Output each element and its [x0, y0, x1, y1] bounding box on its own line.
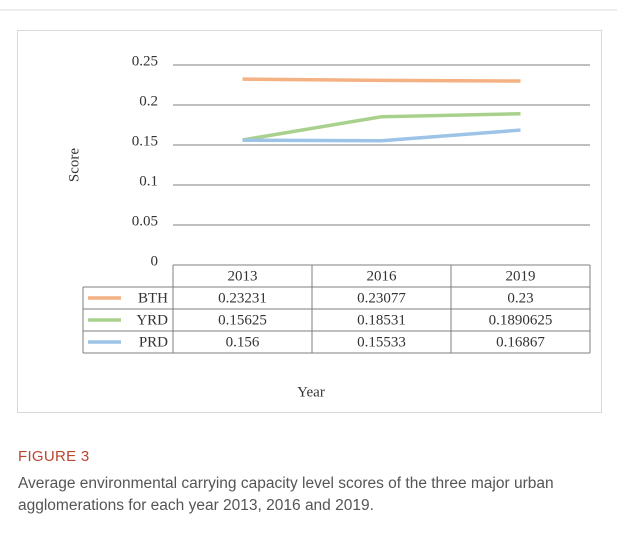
- data-table-value: 0.16867: [496, 334, 545, 350]
- series-line: [242, 112, 521, 142]
- x-tick-label: 2016: [367, 268, 398, 284]
- data-table-value: 0.23231: [218, 290, 267, 306]
- data-table-value: 0.23: [507, 290, 533, 306]
- y-tick-label: 0: [151, 253, 159, 269]
- figure-label: FIGURE 3: [18, 448, 90, 465]
- data-table-value: 0.1890625: [489, 312, 553, 328]
- y-axis-label: Score: [66, 148, 82, 182]
- chart: Score Year 0 0.05 0.1 0.15 0.2 0.25 2013 2016 20…: [0, 9, 617, 413]
- y-tick-label: 0.15: [132, 133, 158, 149]
- y-tick-label: 0.2: [139, 93, 158, 109]
- legend-label: BTH: [138, 290, 168, 306]
- data-table-value: 0.15625: [218, 312, 267, 328]
- y-tick-label: 0.05: [132, 213, 158, 229]
- series-line: [242, 77, 521, 83]
- data-table-value: 0.18531: [357, 312, 406, 328]
- y-tick-label: 0.25: [132, 53, 158, 69]
- chart-panel: [17, 30, 602, 413]
- x-axis-label: Year: [297, 384, 325, 400]
- series-line: [242, 128, 521, 143]
- x-tick-label: 2013: [228, 268, 258, 284]
- y-tick-label: 0.1: [139, 173, 158, 189]
- data-table-value: 0.15533: [357, 334, 406, 350]
- figure-caption: Average environmental carrying capacity …: [18, 475, 554, 514]
- x-tick-label: 2019: [506, 268, 536, 284]
- legend-label: YRD: [136, 312, 168, 328]
- legend-label: PRD: [139, 334, 168, 350]
- data-table-value: 0.156: [226, 334, 260, 350]
- data-table-value: 0.23077: [357, 290, 406, 306]
